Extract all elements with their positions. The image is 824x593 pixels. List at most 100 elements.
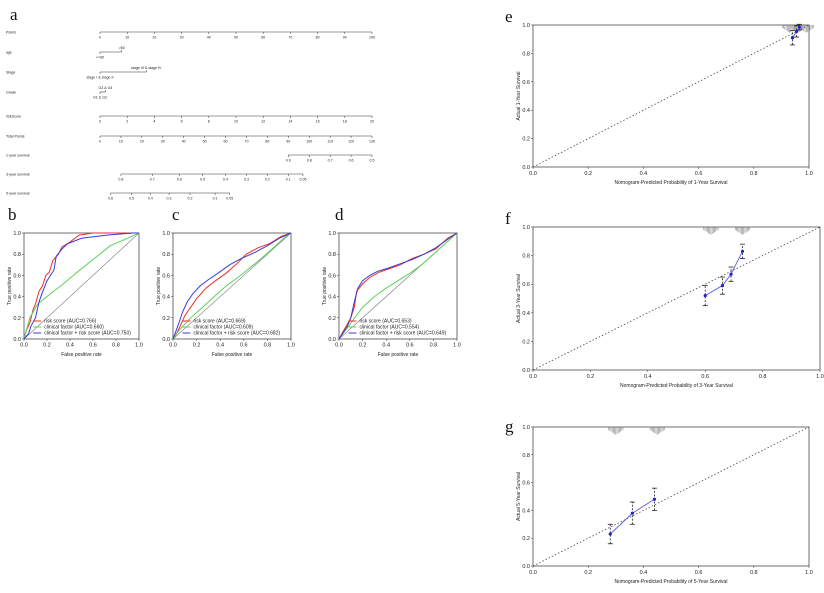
nomogram-tick-label: 70 [288,36,292,40]
x-tick-label: 0.0 [20,343,28,349]
panel-label-c: c [172,205,180,224]
nomogram-tick-label: 0.6 [108,197,113,201]
panel-label-e: e [505,7,513,26]
y-tick-label: 0.8 [328,252,336,258]
nomogram-tick-label: 0 [99,36,101,40]
roc-curve [338,232,458,340]
y-tick-label: 0.8 [522,453,530,459]
x-tick-label: 0.8 [750,570,758,576]
x-tick-label: 0.2 [359,343,367,349]
y-axis-label: True positive rate [322,267,328,306]
x-axis-label: False positive rate [378,352,419,358]
nomogram-tick-label: 30 [180,36,184,40]
nomogram-row-label: age [6,51,12,55]
x-tick-label: 0.6 [406,343,414,349]
x-tick-label: 1.0 [805,570,813,576]
x-tick-label: 0.8 [750,171,758,177]
nomogram-tick-label: 90 [286,140,290,144]
panel-label-a: a [10,5,18,24]
y-tick-label: 0.0 [522,368,530,374]
nomogram-row-label: 3-year survival [6,173,30,177]
y-tick-label: 0.8 [162,252,170,258]
x-tick-label: 0.4 [640,570,648,576]
calibration-point [608,532,612,536]
x-axis-label: Nomogram-Predicted Probability of 3-Year… [620,383,733,389]
y-tick-label: 1.0 [162,231,170,237]
y-tick-label: 0.6 [522,80,530,86]
calibration-point [794,29,799,33]
calibration-plot-frame [532,226,821,371]
calibration-panel-f: 0.00.0 0.2 0.2 0.4 0.4 0.6 0.6 0.8 0.8 1.0 1.0 Nomo… [516,225,824,389]
y-tick-label: 0.0 [162,337,170,343]
nomogram-tick-label: 0.1 [213,197,218,201]
calibration-point [790,36,795,40]
legend-entry: clinical factor + risk score (AUC=0.682) [193,331,280,337]
x-tick-label: 0.0 [529,374,537,380]
nomogram-tick-label: 10 [125,36,129,40]
nomogram-tick-label: 6 [181,120,183,124]
x-tick-label: 0.8 [264,343,272,349]
y-axis-label: Actual 1-Year Survival [516,71,522,120]
legend-entry: clinical factor (AUC=0.609) [193,325,253,331]
x-tick-label: 0.0 [529,171,537,177]
x-tick-label: 1.0 [816,374,824,380]
nomogram-tick-label: 0.4 [148,197,153,201]
calibration-point [740,249,745,253]
x-tick-label: 0.4 [640,171,648,177]
nomogram-level-label: G3 & G4 [98,86,112,90]
nomogram-tick-label: 100 [369,36,375,40]
nomogram-level-label: >60 [119,46,125,50]
y-tick-label: 0.6 [162,273,170,279]
x-axis-label: Nomogram-Predicted Probability of 1-Year… [615,180,728,186]
y-tick-label: 0.6 [328,273,336,279]
roc-curve [23,232,139,340]
calibration-panel-g: 0.00.0 0.2 0.2 0.4 0.4 0.6 0.6 0.8 0.8 1.0 1.0 Nomo… [516,425,813,585]
y-tick-label: 0.2 [162,316,170,322]
legend-entry: risk score (AUC=0.669) [193,319,245,325]
calibration-panel-e: 0.00.0 0.2 0.2 0.4 0.4 0.6 0.6 0.8 0.8 1.0 1.0 Nomo… [516,23,814,186]
x-tick-label: 0.4 [644,374,652,380]
nomogram-tick-label: 0 [99,120,101,124]
x-axis-label: Nomogram-Predicted Probability of 5-Year… [615,579,728,585]
roc-curve [338,232,458,340]
nomogram-level-label: G1 & G2 [93,96,107,100]
y-tick-label: 0.2 [522,339,530,345]
nomogram-tick-label: 8 [208,120,210,124]
nomogram-tick-label: 0.2 [265,178,270,182]
calibration-point [652,497,657,501]
nomogram-tick-label: 0.2 [187,197,192,201]
y-tick-label: 0.4 [522,108,530,114]
nomogram-tick-label: 0.05 [226,197,233,201]
nomogram-tick-label: 0.6 [349,159,354,163]
calibration-point [630,511,634,515]
y-tick-label: 0.2 [328,316,336,322]
nomogram-tick-label: 0.1 [286,178,291,182]
y-tick-label: 1.0 [328,231,336,237]
nomogram-tick-label: 40 [207,36,211,40]
roc-curve [172,232,292,340]
x-axis-label: False positive rate [61,352,102,358]
nomogram-tick-label: 14 [288,120,292,124]
calibration-point [797,25,801,29]
x-tick-label: 0.6 [89,343,97,349]
nomogram-tick-label: 0.8 [307,159,312,163]
roc-curve [23,232,140,340]
legend-entry: clinical factor (AUC=0.554) [359,325,419,331]
y-tick-label: 0.0 [522,165,530,171]
x-tick-label: 0.2 [43,343,51,349]
y-tick-label: 0.2 [13,316,21,322]
nomogram-tick-label: 0.8 [118,178,123,182]
nomogram-tick-label: 40 [182,140,186,144]
roc-curve [172,232,292,340]
y-tick-label: 0.8 [522,254,530,260]
nomogram-tick-label: 60 [261,36,265,40]
nomogram-tick-label: 0.9 [286,159,291,163]
roc-plot-frame [338,232,458,340]
nomogram-tick-label: 50 [203,140,207,144]
nomogram-tick-label: 16 [316,120,320,124]
panel-label-b: b [8,205,17,224]
y-axis-label: Actual 3-Year Survival [516,274,522,323]
nomogram-tick-label: 2 [126,120,128,124]
calibration-curve [704,251,743,297]
nomogram-tick-label: 0.3 [167,197,172,201]
